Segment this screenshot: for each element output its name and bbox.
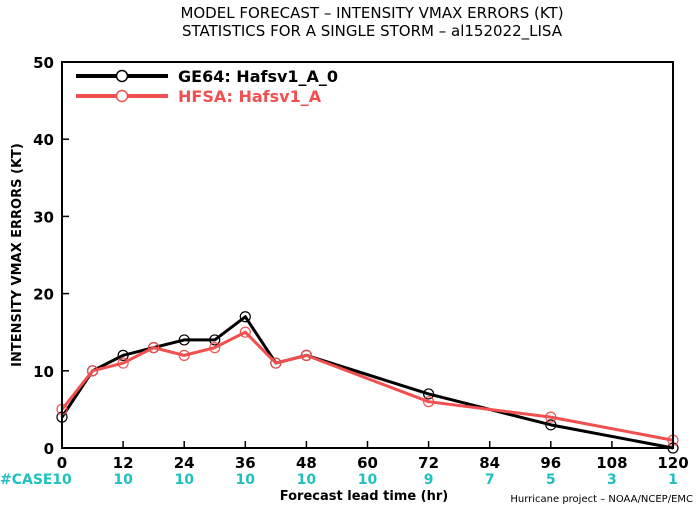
series-2-point: [270, 357, 282, 369]
x-tick-label: 84: [479, 454, 500, 472]
case-count: 10: [52, 472, 72, 488]
series-2-point: [86, 365, 99, 377]
case-count: 1: [668, 472, 678, 488]
x-tick-label: 72: [418, 454, 439, 472]
x-tick-label: 36: [235, 454, 256, 472]
y-tick-label: 50: [33, 54, 54, 72]
case-count: 9: [424, 472, 434, 488]
y-axis-label: INTENSITY VMAX ERRORS (KT): [10, 143, 25, 367]
y-tick-label: 30: [33, 208, 54, 226]
y-tick-label: 10: [33, 363, 54, 381]
x-tick-label: 60: [357, 454, 378, 472]
series-2-point: [239, 326, 251, 338]
legend-label-2: HFSA: Hafsv1_A: [178, 87, 322, 106]
series-1-point: [545, 419, 557, 431]
x-tick-label: 0: [57, 454, 67, 472]
x-axis-label: Forecast lead time (hr): [280, 489, 448, 504]
case-count: 10: [174, 472, 194, 488]
case-count: 10: [113, 472, 133, 488]
case-count-row: #CASE 10 10 10 10 10 10 9 7 5 3 1: [0, 472, 678, 488]
y-tick-label: 0: [44, 440, 54, 458]
series-line-2: [60, 330, 674, 442]
legend-marker-1: [115, 69, 129, 83]
case-count: 10: [236, 472, 256, 488]
plot-frame: [61, 61, 674, 449]
y-axis: 0 10 20 30 40 50: [33, 54, 69, 458]
case-row-label: #CASE: [0, 472, 53, 488]
x-tick-label: 120: [657, 454, 688, 472]
legend-label-1: GE64: Hafsv1_A_0: [178, 67, 338, 86]
case-count: 5: [546, 472, 556, 488]
chart-title-line2: STATISTICS FOR A SINGLE STORM – al152022…: [182, 22, 563, 41]
case-count: 3: [607, 472, 617, 488]
case-count: 7: [485, 472, 495, 488]
series-2-point: [209, 342, 221, 354]
x-axis: 0 12 24 36 48 60 72 84 96 108 120: [57, 441, 689, 472]
x-tick-label: 108: [596, 454, 627, 472]
credit-text: Hurricane project – NOAA/NCEP/EMC: [510, 494, 693, 505]
series-2-point: [178, 349, 190, 361]
legend-marker-2: [115, 89, 129, 103]
series-1-point: [239, 311, 251, 323]
series-1-point: [117, 349, 129, 361]
series-2-point: [300, 349, 312, 361]
case-count: 10: [297, 472, 317, 488]
series-line-1: [60, 315, 674, 450]
y-tick-label: 20: [33, 286, 54, 304]
y-tick-label: 40: [33, 131, 54, 149]
x-tick-label: 48: [296, 454, 317, 472]
chart-title-line1: MODEL FORECAST – INTENSITY VMAX ERRORS (…: [180, 4, 563, 22]
series-1-point: [209, 334, 221, 346]
series-2-point: [148, 342, 160, 354]
case-count: 10: [358, 472, 378, 488]
series-1-point: [423, 388, 435, 400]
series-layer: [56, 311, 679, 454]
series-2-point: [423, 396, 435, 408]
series-2-point: [117, 357, 129, 369]
series-2-point: [545, 411, 557, 423]
x-tick-label: 24: [174, 454, 195, 472]
series-1-point: [178, 334, 190, 346]
x-tick-label: 12: [113, 454, 134, 472]
x-tick-label: 96: [540, 454, 561, 472]
